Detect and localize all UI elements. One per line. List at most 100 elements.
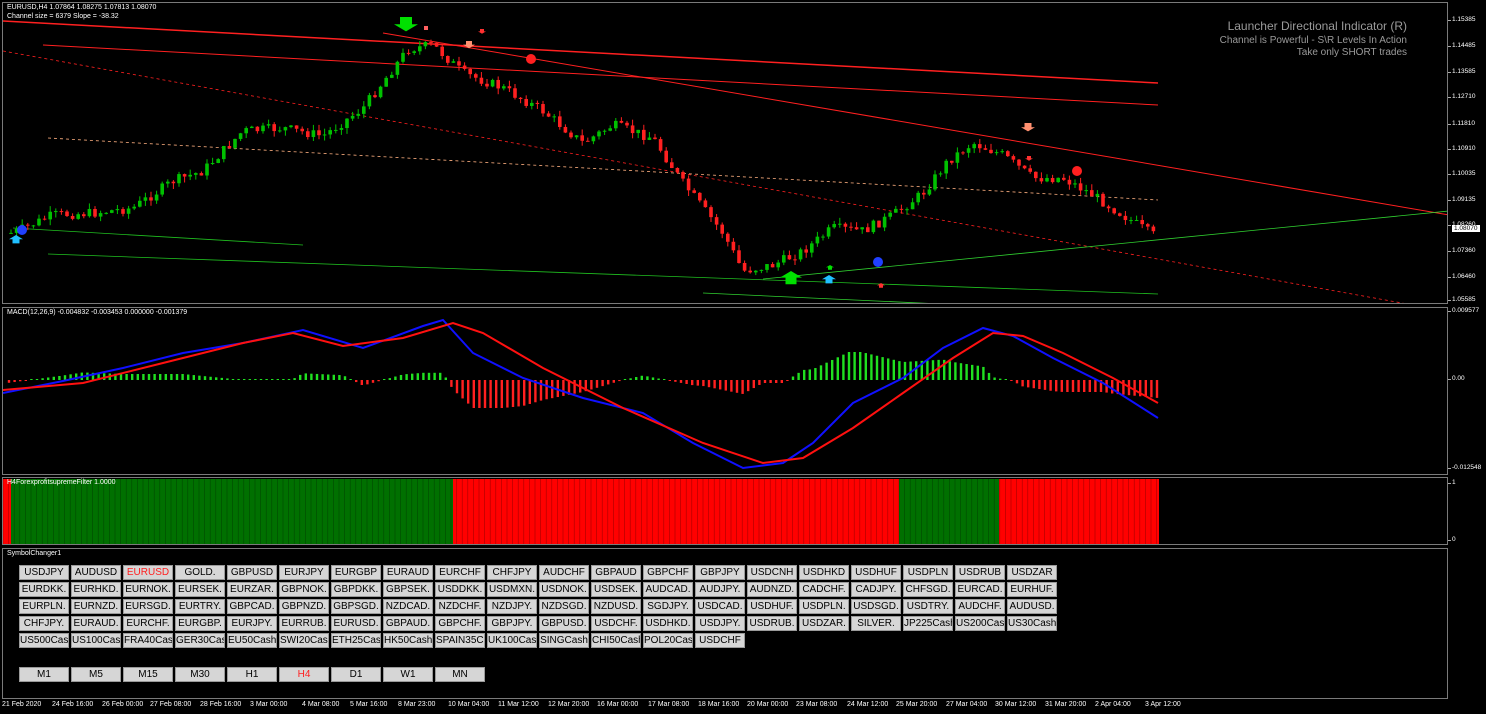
symbol-button[interactable]: US100Cash (71, 633, 121, 648)
symbol-button[interactable]: SILVER. (851, 616, 901, 631)
symbol-button[interactable]: EURNOK. (123, 582, 173, 597)
symbol-button[interactable]: USDCNH (747, 565, 797, 580)
symbol-button[interactable]: EURUSD. (331, 616, 381, 631)
symbol-button[interactable]: USDDKK. (435, 582, 485, 597)
symbol-button[interactable]: CHFJPY (487, 565, 537, 580)
symbol-button[interactable]: EURRUB. (279, 616, 329, 631)
symbol-button[interactable]: ETH25Cash (331, 633, 381, 648)
symbol-button[interactable]: CADCHF. (799, 582, 849, 597)
symbol-button[interactable]: EURCAD. (955, 582, 1005, 597)
symbol-button[interactable]: JP225Cash (903, 616, 953, 631)
symbol-button[interactable]: USDMXN. (487, 582, 537, 597)
symbol-button[interactable]: USDZAR (1007, 565, 1057, 580)
symbol-button[interactable]: EURZAR. (227, 582, 277, 597)
symbol-button[interactable]: EURTRY. (175, 599, 225, 614)
timeframe-button-mn[interactable]: MN (435, 667, 485, 682)
symbol-button[interactable]: NZDSGD. (539, 599, 589, 614)
symbol-button[interactable]: EURAUD. (71, 616, 121, 631)
symbol-button[interactable]: SGDJPY. (643, 599, 693, 614)
symbol-button[interactable]: GBPJPY. (487, 616, 537, 631)
symbol-button[interactable]: EURPLN. (19, 599, 69, 614)
symbol-button[interactable]: GBPNOK. (279, 582, 329, 597)
symbol-button[interactable]: EURSEK. (175, 582, 225, 597)
symbol-button[interactable]: AUDCAD. (643, 582, 693, 597)
symbol-button[interactable]: AUDUSD. (1007, 599, 1057, 614)
symbol-button[interactable]: EURJPY. (227, 616, 277, 631)
symbol-button[interactable]: GBPCHF (643, 565, 693, 580)
symbol-button[interactable]: NZDJPY. (487, 599, 537, 614)
symbol-button[interactable]: UK100Cash (487, 633, 537, 648)
symbol-button[interactable]: USDPLN (903, 565, 953, 580)
symbol-button[interactable]: GBPCHF. (435, 616, 485, 631)
symbol-button[interactable]: GBPJPY (695, 565, 745, 580)
symbol-button[interactable]: USDHKD. (643, 616, 693, 631)
symbol-button[interactable]: EURDKK. (19, 582, 69, 597)
symbol-button[interactable]: USDJPY (19, 565, 69, 580)
symbol-button[interactable]: EURUSD (123, 565, 173, 580)
symbol-button[interactable]: CHFSGD. (903, 582, 953, 597)
symbol-button[interactable]: EU50Cash (227, 633, 277, 648)
symbol-button[interactable]: AUDUSD (71, 565, 121, 580)
symbol-button[interactable]: USDRUB (955, 565, 1005, 580)
symbol-button[interactable]: SWI20Cash (279, 633, 329, 648)
timeframe-button-d1[interactable]: D1 (331, 667, 381, 682)
price-axis[interactable]: 1.15385 1.14485 1.13585 1.12710 1.11810 1.109… (1447, 2, 1486, 304)
symbol-button[interactable]: EURGBP (331, 565, 381, 580)
symbol-button[interactable]: USDSEK. (591, 582, 641, 597)
symbol-button[interactable]: EURHUF. (1007, 582, 1057, 597)
symbol-button[interactable]: USDHUF (851, 565, 901, 580)
symbol-button[interactable]: GER30Cash (175, 633, 225, 648)
timeframe-button-m30[interactable]: M30 (175, 667, 225, 682)
timeframe-button-m15[interactable]: M15 (123, 667, 173, 682)
symbol-button[interactable]: GBPDKK. (331, 582, 381, 597)
symbol-button[interactable]: EURAUD (383, 565, 433, 580)
symbol-button[interactable]: GBPUSD (227, 565, 277, 580)
price-chart-pane[interactable]: EURUSD,H4 1.07864 1.08275 1.07813 1.0807… (2, 2, 1448, 304)
symbol-button[interactable]: CADJPY. (851, 582, 901, 597)
filter-pane[interactable]: H4ForexprofitsupremeFilter 1.0000 (2, 477, 1448, 545)
symbol-button[interactable]: USDJPY. (695, 616, 745, 631)
symbol-button[interactable]: USDTRY. (903, 599, 953, 614)
symbol-button[interactable]: US200Cash (955, 616, 1005, 631)
symbol-button[interactable]: SINGCash (539, 633, 589, 648)
symbol-button[interactable]: USDCHF. (591, 616, 641, 631)
symbol-button[interactable]: AUDJPY. (695, 582, 745, 597)
timeframe-button-m1[interactable]: M1 (19, 667, 69, 682)
symbol-button[interactable]: AUDCHF (539, 565, 589, 580)
symbol-button[interactable]: GBPAUD. (383, 616, 433, 631)
symbol-button[interactable]: GBPCAD. (227, 599, 277, 614)
macd-pane[interactable]: MACD(12,26,9) -0.004832 -0.003453 0.0000… (2, 307, 1448, 475)
symbol-button[interactable]: EURHKD. (71, 582, 121, 597)
symbol-button[interactable]: NZDUSD. (591, 599, 641, 614)
timeframe-button-h4[interactable]: H4 (279, 667, 329, 682)
symbol-button[interactable]: GOLD. (175, 565, 225, 580)
symbol-button[interactable]: EURJPY (279, 565, 329, 580)
symbol-button[interactable]: EURCHF (435, 565, 485, 580)
symbol-button[interactable]: US30Cash (1007, 616, 1057, 631)
symbol-button[interactable]: GBPSEK. (383, 582, 433, 597)
macd-axis[interactable]: 0.009577 0.00 -0.012548 (1447, 307, 1486, 475)
symbol-button[interactable]: FRA40Cash (123, 633, 173, 648)
symbol-button[interactable]: EURSGD. (123, 599, 173, 614)
symbol-button[interactable]: USDSGD. (851, 599, 901, 614)
symbol-button[interactable]: CHFJPY. (19, 616, 69, 631)
symbol-button[interactable]: USDHKD (799, 565, 849, 580)
symbol-button[interactable]: USDPLN. (799, 599, 849, 614)
symbol-button[interactable]: EURNZD. (71, 599, 121, 614)
symbol-button[interactable]: AUDCHF. (955, 599, 1005, 614)
timeframe-button-h1[interactable]: H1 (227, 667, 277, 682)
symbol-button[interactable]: GBPSGD. (331, 599, 381, 614)
symbol-button[interactable]: US500Cash (19, 633, 69, 648)
symbol-button[interactable]: USDCHF (695, 633, 745, 648)
symbol-button[interactable]: NZDCAD. (383, 599, 433, 614)
timeframe-button-w1[interactable]: W1 (383, 667, 433, 682)
symbol-button[interactable]: USDCAD. (695, 599, 745, 614)
symbol-button[interactable]: GBPNZD. (279, 599, 329, 614)
symbol-button[interactable]: EURCHF. (123, 616, 173, 631)
symbol-button[interactable]: NZDCHF. (435, 599, 485, 614)
symbol-button[interactable]: USDNOK. (539, 582, 589, 597)
symbol-button[interactable]: EURGBP. (175, 616, 225, 631)
symbol-button[interactable]: USDZAR. (799, 616, 849, 631)
symbol-button[interactable]: CHI50Cash (591, 633, 641, 648)
